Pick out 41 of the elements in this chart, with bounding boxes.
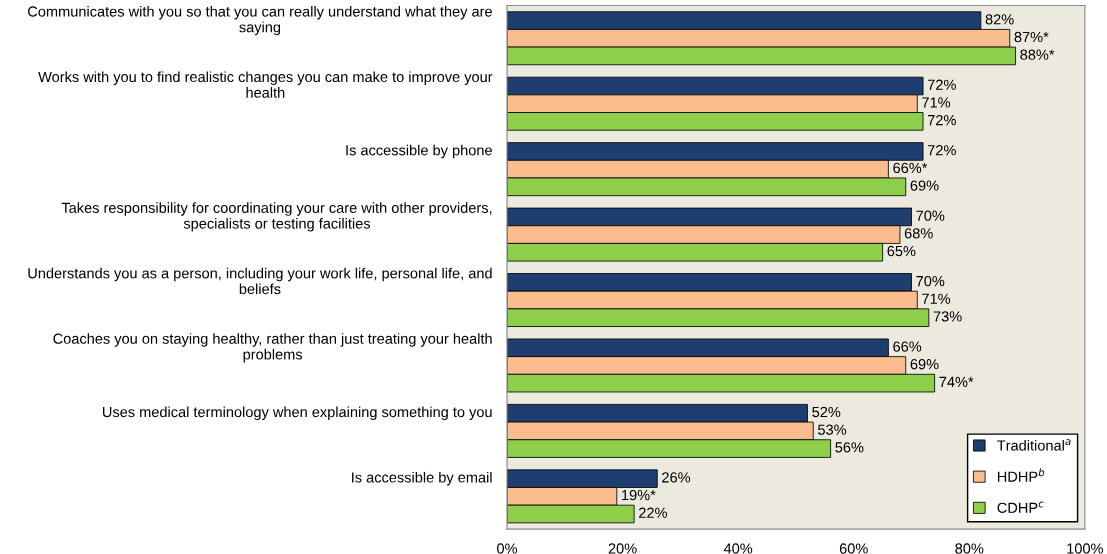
data-label: 26% (662, 472, 691, 483)
y-tick-label: Uses medical terminology when explaining something to you (102, 406, 492, 421)
y-tick-label: Takes responsibility for coordinating your care with other providers, specialists or testing facilities (61, 202, 492, 232)
data-label: 22% (639, 507, 667, 518)
data-label: 69% (910, 180, 939, 191)
data-label: 71% (922, 293, 951, 304)
legend-label: CDHP$^{c}$ (997, 501, 1044, 513)
data-label: 70% (916, 275, 945, 287)
legend-label: HDHP$^{b}$ (997, 468, 1045, 482)
data-label: 87%* (1014, 31, 1049, 43)
data-label: 74%* (939, 376, 974, 387)
data-label: 68% (904, 228, 933, 239)
x-tick-label: 60% (839, 543, 868, 554)
data-label: 82% (985, 14, 1014, 25)
data-label: 66% (893, 341, 922, 352)
x-tick-label: 100% (1067, 543, 1103, 554)
y-tick-label: Works with you to find realistic changes you can make to improve your health (38, 71, 493, 98)
y-tick-label: Understands you as a person, including your work life, personal life, and beliefs (28, 267, 492, 295)
y-tick-label: Coaches you on staying healthy, rather than just treating your health problems (53, 333, 492, 363)
data-label: 66%* (893, 162, 928, 174)
y-tick-label: Communicates with you so that you can really understand what they are saying (28, 5, 492, 36)
data-label: 53% (818, 424, 847, 435)
data-label: 72% (927, 79, 956, 90)
data-label: 72% (927, 114, 956, 126)
data-label: 56% (835, 442, 864, 453)
x-tick-label: 40% (723, 543, 753, 554)
data-label: 70% (916, 210, 945, 221)
data-label: 19%* (622, 489, 656, 501)
data-label: 73% (933, 311, 962, 322)
data-label: 71% (922, 97, 951, 108)
legend-label: Traditional$^{a}$ (997, 439, 1071, 451)
x-tick-label: 80% (955, 543, 984, 554)
x-tick-label: 20% (608, 543, 637, 554)
data-label: 52% (812, 406, 841, 418)
data-label: 65% (887, 245, 916, 257)
data-label: 69% (910, 359, 939, 370)
x-tick-label: 0% (497, 543, 518, 554)
data-label: 72% (927, 145, 956, 156)
y-tick-label: Is accessible by email (352, 471, 492, 486)
y-tick-label: Is accessible by phone (346, 144, 492, 159)
data-label: 88%* (1020, 49, 1055, 60)
